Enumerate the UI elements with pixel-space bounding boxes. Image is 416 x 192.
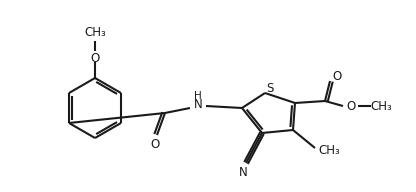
Text: N: N (239, 166, 248, 179)
Text: CH₃: CH₃ (84, 26, 106, 40)
Text: O: O (347, 99, 356, 113)
Text: O: O (332, 70, 342, 83)
Text: O: O (150, 137, 160, 151)
Text: H: H (194, 91, 202, 101)
Text: CH₃: CH₃ (370, 100, 392, 113)
Text: CH₃: CH₃ (318, 145, 340, 157)
Text: N: N (193, 98, 202, 112)
Text: S: S (266, 81, 274, 94)
Text: O: O (90, 52, 99, 65)
